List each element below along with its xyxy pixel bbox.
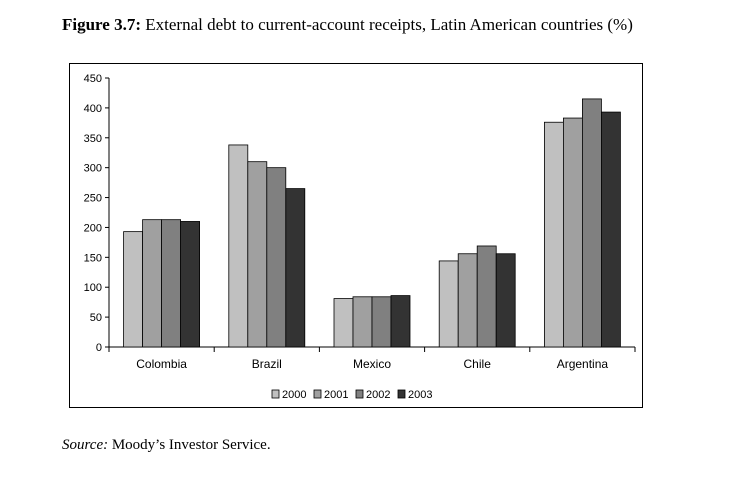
bar-brazil-2003 <box>285 188 306 348</box>
y-tick-label: 350 <box>84 133 102 145</box>
bar-argentina-2000 <box>543 121 564 348</box>
figure-title: External debt to current-account receipt… <box>145 15 633 34</box>
bar-chile-2001 <box>457 253 478 348</box>
bar-brazil-2000 <box>228 144 249 348</box>
bar-colombia-2000 <box>123 231 143 348</box>
bar-chile-2003 <box>495 253 516 348</box>
y-tick-label: 100 <box>84 282 102 294</box>
y-tick-label: 400 <box>84 103 102 115</box>
legend-label-2001: 2001 <box>324 389 348 401</box>
y-tick-label: 50 <box>90 312 102 324</box>
figure-label: Figure 3.7: <box>62 15 142 34</box>
legend-label-2000: 2000 <box>282 389 306 401</box>
figure-caption: Figure 3.7: External debt to current-acc… <box>62 15 633 35</box>
source-text: Moody’s Investor Service. <box>111 437 271 453</box>
y-tick-label: 150 <box>84 252 102 264</box>
bar-colombia-2003 <box>180 221 200 348</box>
y-tick-label: 0 <box>96 342 102 354</box>
source-label: Source: <box>62 437 109 453</box>
legend-swatch-2000 <box>271 389 280 399</box>
chart-frame: 0 50 100 150 200 250 300 350 400 450 Colombia Brazi… <box>69 63 643 408</box>
bar-chart: 0 50 100 150 200 250 300 350 400 450 Colombia Brazi… <box>84 73 636 401</box>
bar-brazil-2002 <box>266 167 287 348</box>
x-tick-label: Colombia <box>136 357 187 371</box>
bar-mexico-2002 <box>371 296 392 348</box>
legend-swatch-2001 <box>313 389 322 399</box>
bar-argentina-2002 <box>582 98 602 348</box>
x-tick-label: Chile <box>464 357 492 371</box>
bar-mexico-2000 <box>333 298 354 348</box>
y-tick-label: 250 <box>84 193 102 205</box>
x-tick-label: Mexico <box>353 357 391 371</box>
legend-swatch-2003 <box>397 389 406 399</box>
bar-chile-2000 <box>438 260 459 348</box>
y-tick-label: 300 <box>84 163 102 175</box>
bar-chile-2002 <box>476 245 497 348</box>
bar-argentina-2001 <box>562 117 583 348</box>
x-tick-label: Argentina <box>557 357 609 371</box>
bar-brazil-2001 <box>247 161 268 348</box>
bar-mexico-2003 <box>390 295 411 348</box>
x-tick-label: Brazil <box>252 357 282 371</box>
y-tick-label: 200 <box>84 222 102 234</box>
legend-label-2003: 2003 <box>408 389 432 401</box>
legend-label-2002: 2002 <box>366 389 390 401</box>
bar-argentina-2003 <box>601 111 621 348</box>
y-tick-label: 450 <box>84 73 102 85</box>
source-note: Source: Moody’s Investor Service. <box>62 437 271 454</box>
legend-swatch-2002 <box>355 389 364 399</box>
bar-colombia-2001 <box>142 219 162 348</box>
bar-mexico-2001 <box>352 296 373 348</box>
bar-colombia-2002 <box>161 219 181 348</box>
